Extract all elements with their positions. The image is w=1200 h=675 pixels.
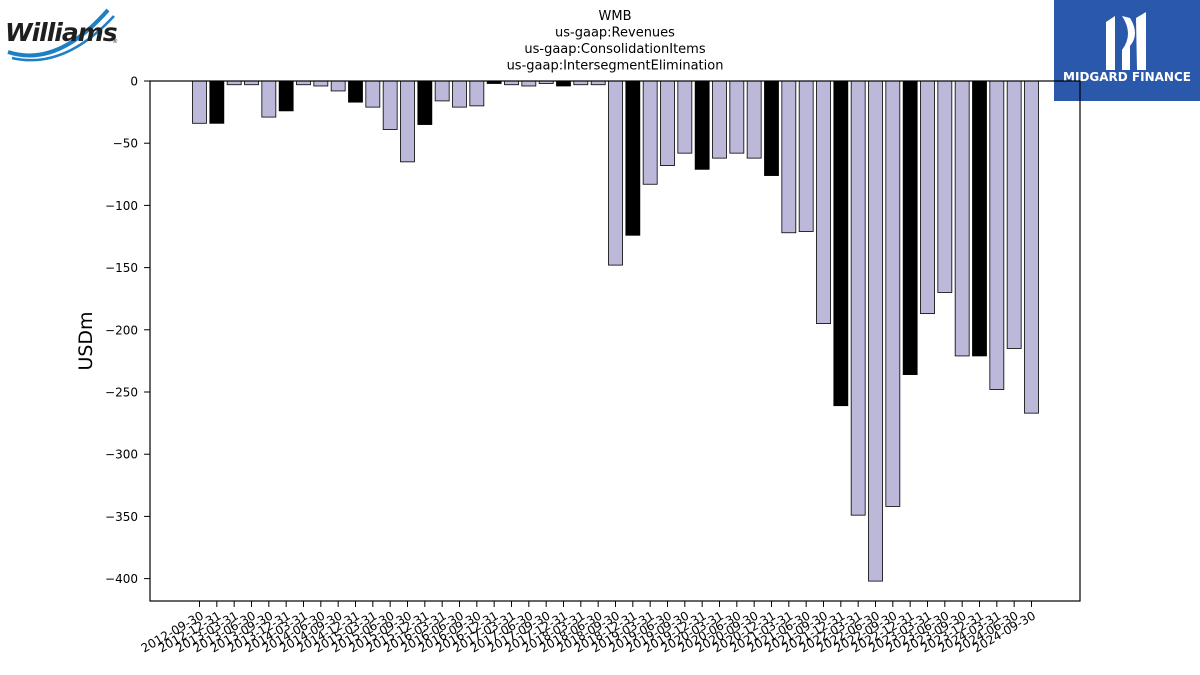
bar [521, 80, 537, 87]
williams-logo: Williams ® [5, 8, 118, 62]
bar [850, 80, 866, 516]
svg-text:®: ® [112, 38, 118, 45]
chart-title: WMB us-gaap:Revenuesus-gaap:Consolidation… [507, 9, 724, 74]
bar [902, 80, 918, 375]
chart-title-line: us-gaap:IntersegmentElimination [507, 59, 724, 74]
y-tick-label: −200 [105, 323, 138, 337]
bar [417, 80, 433, 125]
bar [764, 80, 779, 176]
bar [278, 80, 294, 112]
bars-group [192, 80, 1039, 582]
bar [746, 80, 762, 159]
midgard-finance-logo: MIDGARD FINANCE [1054, 0, 1200, 101]
bar [625, 80, 641, 236]
bar [798, 80, 814, 232]
williams-logo-text: Williams [5, 18, 117, 47]
bar [920, 80, 935, 315]
bar [192, 80, 207, 124]
bar [660, 80, 675, 166]
bar [313, 80, 329, 87]
midgard-mark-icon: MIDGARD FINANCE [1063, 12, 1191, 84]
bar [330, 80, 346, 92]
bar [469, 80, 485, 107]
plot-frame [149, 80, 1081, 602]
bar [989, 80, 1005, 390]
bar [694, 80, 710, 170]
bar [972, 80, 987, 357]
y-tick-label: −50 [113, 137, 138, 151]
bar [1006, 80, 1022, 349]
bar [608, 80, 623, 266]
y-tick-label: −100 [105, 199, 138, 213]
bar [954, 80, 970, 357]
bar [868, 80, 883, 582]
y-tick-label: −150 [105, 261, 138, 275]
bar [816, 80, 831, 324]
bar [1024, 80, 1039, 414]
y-axis-label: USDm [75, 311, 97, 370]
chart-title-line: us-gaap:ConsolidationItems [524, 42, 705, 57]
bar [348, 80, 363, 103]
bar [642, 80, 658, 185]
bar [209, 80, 225, 124]
x-axis: 2012-09-302012-12-312013-03-312013-06-30… [139, 601, 1038, 655]
y-tick-label: 0 [130, 75, 138, 89]
bar [885, 80, 901, 507]
y-tick-label: −250 [105, 386, 138, 400]
bar [729, 80, 745, 154]
bar [452, 80, 467, 108]
bar [937, 80, 953, 293]
bar [677, 80, 693, 154]
bar [261, 80, 277, 118]
bar [400, 80, 415, 163]
bar [556, 80, 571, 87]
midgard-finance-text: MIDGARD FINANCE [1063, 70, 1191, 84]
chart-title-line: us-gaap:Revenues [555, 26, 675, 41]
bar [833, 80, 849, 407]
bar [712, 80, 727, 159]
y-tick-label: −350 [105, 510, 138, 524]
y-tick-label: −400 [105, 572, 138, 586]
bar [365, 80, 381, 108]
y-tick-label: −300 [105, 448, 138, 462]
y-axis: 0 −50 −100 −150 −200 −250 −300 −350 −400 [105, 75, 150, 586]
bar [434, 80, 450, 102]
chart-title-line: WMB [599, 9, 632, 24]
bar [382, 80, 398, 130]
bar [781, 80, 797, 234]
